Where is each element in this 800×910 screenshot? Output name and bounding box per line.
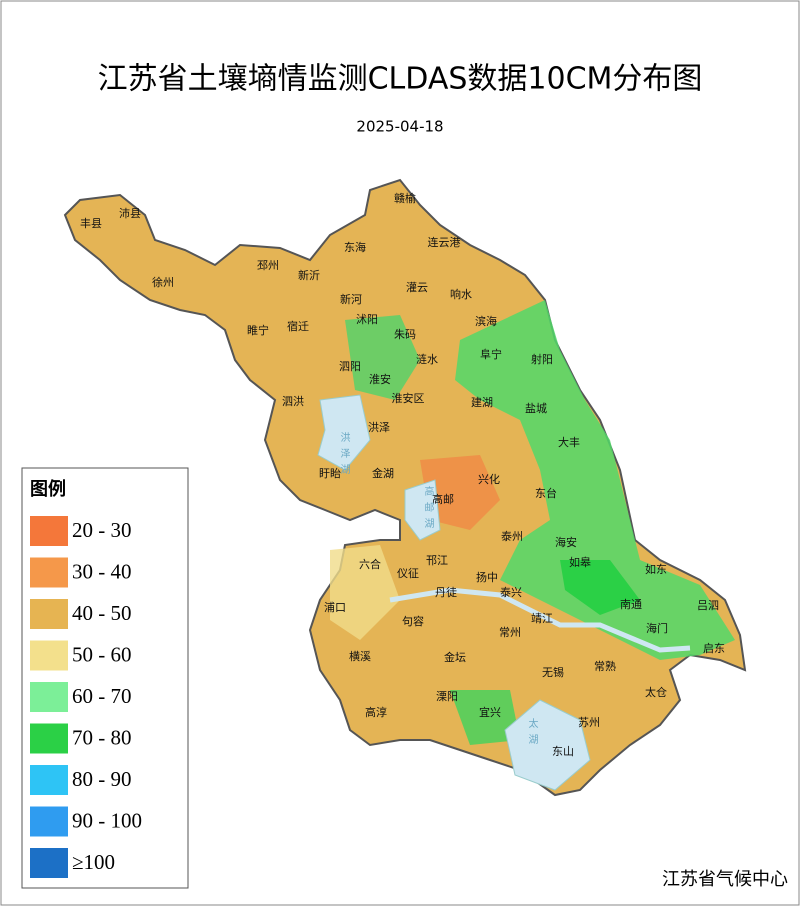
legend-swatch [30, 640, 68, 671]
place-label: 徐州 [152, 275, 174, 289]
place-label: 滨海 [475, 314, 497, 328]
legend-swatch [30, 765, 68, 795]
place-label: 海安 [555, 535, 577, 549]
legend-label: ≥100 [72, 850, 115, 874]
place-label: 吕泗 [697, 599, 719, 612]
footer: 江苏省气候中心 [662, 869, 788, 890]
place-label: 扬中 [476, 570, 498, 584]
place-label: 海门 [646, 621, 668, 635]
dry-zone [420, 455, 500, 530]
legend-swatch [30, 806, 68, 837]
province-shape [63, 178, 747, 797]
place-label: 高邮 [432, 492, 454, 506]
place-label: 句容 [402, 614, 424, 628]
place-label: 东台 [535, 486, 557, 500]
place-label: 洪泽 [368, 420, 390, 434]
lake-label: 高邮湖 [422, 485, 434, 534]
place-label: 南通 [620, 598, 642, 611]
place-label: 金坛 [444, 650, 466, 664]
place-label: 仪征 [397, 567, 419, 580]
place-label: 高淳 [365, 705, 387, 719]
legend-swatch [30, 599, 68, 629]
province-map [63, 178, 747, 797]
place-label: 沭阳 [356, 313, 378, 326]
place-label: 泗阳 [339, 360, 361, 373]
place-label: 兴化 [478, 472, 500, 486]
place-label: 邳州 [257, 259, 279, 272]
legend-swatch [30, 557, 68, 588]
green-zone [345, 315, 420, 400]
place-label: 泰兴 [500, 585, 522, 599]
place-label: 盱眙 [319, 466, 341, 480]
place-label: 丹徒 [435, 585, 457, 599]
place-label: 新沂 [298, 268, 320, 282]
legend-swatch [30, 516, 68, 546]
place-label: 赣榆 [394, 191, 416, 205]
legend-title: 图例 [30, 478, 66, 500]
place-label: 如东 [645, 562, 667, 576]
place-label: 涟水 [416, 352, 438, 366]
place-label: 邗江 [426, 554, 448, 567]
green-zone [560, 560, 640, 615]
place-label: 大丰 [558, 435, 580, 449]
place-label: 六合 [359, 557, 381, 571]
place-label: 射阳 [531, 352, 553, 366]
place-label: 睢宁 [247, 323, 269, 337]
place-label: 新河 [340, 292, 362, 306]
lake-label: 洪泽湖 [338, 432, 350, 480]
place-label: 苏州 [578, 716, 600, 729]
place-label: 宿迁 [287, 319, 309, 333]
place-label: 如皋 [569, 555, 591, 569]
legend-label: 90 - 100 [72, 808, 142, 832]
place-label: 东海 [344, 240, 366, 254]
legend-label: 40 - 50 [72, 601, 132, 625]
place-label: 太仓 [645, 685, 667, 699]
lake-label: 太湖 [526, 717, 538, 750]
place-label: 丰县 [80, 217, 102, 230]
place-label: 宜兴 [479, 705, 501, 719]
legend-swatch [30, 848, 68, 878]
legend-swatch [30, 682, 68, 712]
legend-swatch [30, 723, 68, 754]
green-zone [455, 300, 735, 660]
place-label: 无锡 [542, 665, 564, 679]
place-label: 东山 [552, 745, 574, 758]
place-label: 金湖 [372, 466, 394, 480]
place-label: 溧阳 [436, 689, 458, 703]
legend-label: 20 - 30 [72, 518, 132, 542]
place-label: 靖江 [531, 612, 553, 625]
place-label: 响水 [450, 288, 472, 301]
place-label: 盐城 [525, 402, 547, 415]
lake-shape [404, 479, 441, 541]
place-label: 淮安区 [392, 391, 425, 405]
place-label: 灌云 [406, 281, 428, 294]
place-label: 泰州 [501, 529, 523, 543]
lake-shape [504, 699, 591, 791]
place-label: 常熟 [594, 659, 616, 673]
map-date: 2025-04-18 [356, 118, 443, 136]
legend-label: 80 - 90 [72, 767, 132, 791]
moist-zone [330, 545, 400, 640]
legend-label: 50 - 60 [72, 642, 132, 666]
place-label: 启东 [703, 642, 725, 655]
place-label: 泗洪 [282, 394, 304, 408]
place-label: 横溪 [349, 649, 371, 663]
map-title: 江苏省土壤墒情监测CLDAS数据10CM分布图 [98, 62, 703, 97]
place-label: 建湖 [471, 395, 493, 409]
legend-label: 60 - 70 [72, 684, 132, 708]
green-zone [450, 690, 520, 745]
lake-shape [317, 394, 371, 471]
place-label: 连云港 [428, 236, 461, 249]
legend-label: 30 - 40 [72, 559, 132, 583]
legend-label: 70 - 80 [72, 725, 132, 749]
river [389, 587, 691, 653]
place-label: 沛县 [119, 206, 141, 220]
place-label: 朱码 [394, 328, 416, 341]
place-label: 阜宁 [480, 347, 502, 361]
place-label: 淮安 [369, 372, 391, 386]
place-label: 浦口 [324, 601, 346, 614]
place-label: 常州 [499, 626, 521, 639]
